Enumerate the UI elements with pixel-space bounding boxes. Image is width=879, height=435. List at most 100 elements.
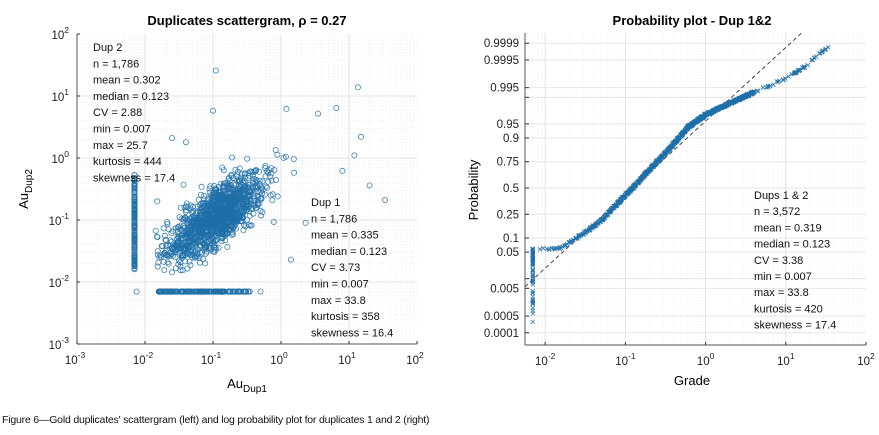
scatter-point <box>133 288 140 295</box>
scatter-point <box>189 203 196 210</box>
scatter-point <box>221 194 228 201</box>
scatter-point <box>246 181 253 188</box>
scatter-point <box>217 180 224 187</box>
scatter-point <box>219 225 226 232</box>
scatter-point <box>182 234 189 241</box>
scatter-point <box>252 185 259 192</box>
scatter-point <box>193 209 200 216</box>
probability-point <box>776 78 782 84</box>
scatter-point <box>226 215 233 222</box>
scatter-point <box>131 189 138 196</box>
scatter-y-tick-label: 10-1 <box>49 211 70 228</box>
scatter-point <box>264 184 271 191</box>
probability-point <box>537 246 543 252</box>
scatter-point <box>203 288 210 295</box>
scatter-point <box>154 247 161 254</box>
scatter-point <box>206 185 213 192</box>
scatter-y-tick-label: 10-2 <box>49 273 70 290</box>
scatter-point <box>251 197 258 204</box>
probability-point <box>760 85 766 90</box>
scatter-point <box>240 208 247 215</box>
scatter-point <box>228 186 235 193</box>
scatter-point <box>236 165 243 172</box>
probability-point <box>530 252 536 257</box>
scatter-point <box>351 152 358 159</box>
scatter-point <box>168 269 175 276</box>
scatter-point <box>180 288 187 295</box>
scatter-point <box>206 189 213 196</box>
scatter-point <box>254 188 261 195</box>
scatter-point <box>212 226 219 233</box>
scatter-point <box>212 67 219 74</box>
scatter-point <box>266 167 273 174</box>
scatter-point <box>131 182 138 189</box>
scatter-point <box>245 188 252 195</box>
scatter-axes: 10-3 10-2 10-1 100 101 102 10-3 10-2 10-1 100 101 1… <box>49 25 424 367</box>
probability-plot-area <box>525 33 866 345</box>
scatter-point <box>166 288 173 295</box>
probability-point <box>530 278 536 284</box>
scatter-point <box>131 202 138 209</box>
scatter-point <box>200 192 207 199</box>
probability-x-tick-label: 10-2 <box>535 351 556 368</box>
scatter-point <box>175 257 182 264</box>
scatter-point <box>228 154 235 161</box>
scatter-point <box>207 183 214 190</box>
figure-caption: Figure 6—Gold duplicates' scattergram (l… <box>2 414 430 426</box>
scatter-point <box>219 219 226 226</box>
scatter-point <box>131 209 138 216</box>
scatter-point <box>302 219 309 226</box>
scatter-stats-dup1-line: CV = 3.73 <box>311 262 360 274</box>
scatter-point <box>215 188 222 195</box>
probability-y-axis-label: Probability <box>466 159 481 220</box>
scatter-x-tick-label: 102 <box>406 350 424 367</box>
scatter-point <box>212 186 219 193</box>
probability-y-tick-label: 0.1 <box>503 233 519 245</box>
scatter-stats-dup2-line: max = 25.7 <box>93 140 148 152</box>
scatter-point <box>219 210 226 217</box>
scatter-point <box>186 258 193 265</box>
scatter-point <box>274 193 281 200</box>
scatter-point <box>166 253 173 260</box>
scatter-point <box>198 183 205 190</box>
scatter-x-axis-label: AuDup1 <box>227 376 267 395</box>
scatter-point <box>314 110 321 117</box>
probability-point <box>530 305 536 311</box>
scatter-point <box>211 213 218 220</box>
scatter-point <box>241 204 248 211</box>
scatter-stats-dup2-line: skewness = 17.4 <box>93 172 175 184</box>
scatter-point <box>200 199 207 206</box>
scatter-point <box>131 263 138 270</box>
scatter-point <box>232 166 239 173</box>
probability-point <box>530 272 536 278</box>
scatter-point <box>196 259 203 266</box>
scatter-point <box>131 175 138 182</box>
scatter-point <box>179 241 186 248</box>
scatter-point <box>184 288 191 295</box>
scatter-point <box>131 252 138 259</box>
scatter-point <box>229 288 236 295</box>
scatter-point <box>268 165 275 172</box>
scatter-point <box>242 223 249 230</box>
probability-point <box>786 74 791 79</box>
scatter-point <box>172 248 179 255</box>
scatter-point <box>253 177 260 184</box>
scatter-point <box>131 194 138 201</box>
scatter-point <box>188 236 195 243</box>
probability-point <box>755 88 761 94</box>
scatter-point <box>131 213 138 220</box>
scatter-stats-dup1-line: n = 1,786 <box>311 213 357 225</box>
scatter-stats-dup2-line: mean = 0.302 <box>93 75 161 87</box>
scatter-stats: Dup 2 n = 1,786 mean = 0.302 median = 0.123… <box>93 42 393 339</box>
probability-x-tick-label: 102 <box>857 351 875 368</box>
scatter-point <box>333 105 340 112</box>
scatter-point <box>208 221 215 228</box>
scatter-point <box>201 210 208 217</box>
probability-point <box>530 271 536 277</box>
probability-points <box>530 44 831 325</box>
scatter-stats-dup2-line: median = 0.123 <box>93 91 169 103</box>
probability-point <box>530 319 536 325</box>
probability-axes: 0.0001 0.0005 0.005 0.05 0.1 0.25 0.5 0.75 0.9 0.… <box>484 33 875 368</box>
scatter-point <box>267 173 274 180</box>
probability-plot: Dups 1 & 2 n = 3,572 mean = 0.319 median = … <box>466 13 875 388</box>
